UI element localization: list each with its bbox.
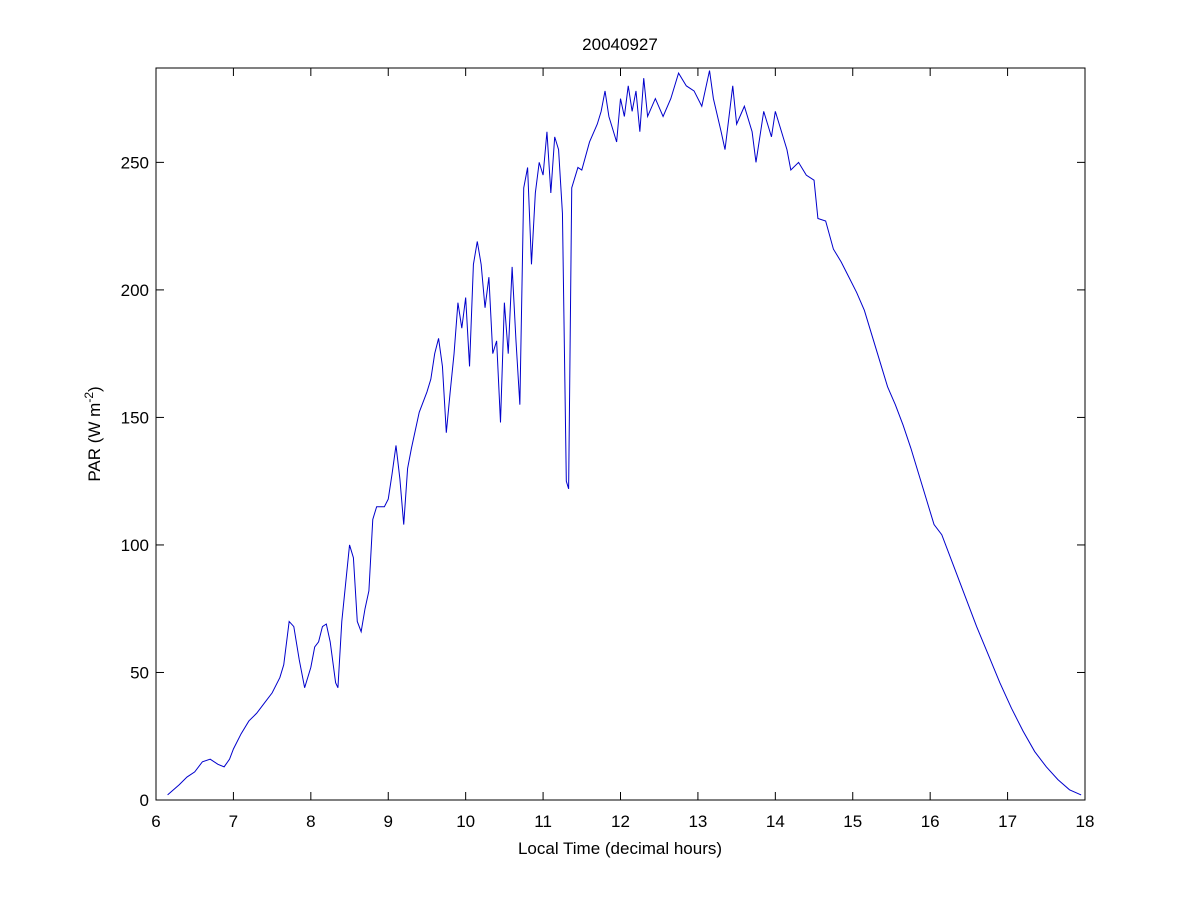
y-tick-label: 200 <box>121 281 149 300</box>
x-tick-label: 12 <box>611 812 630 831</box>
y-label-superscript: -2 <box>82 392 96 403</box>
x-axis-label: Local Time (decimal hours) <box>518 839 722 858</box>
x-tick-label: 16 <box>921 812 940 831</box>
x-tick-label: 13 <box>688 812 707 831</box>
y-tick-label: 100 <box>121 536 149 555</box>
x-tick-label: 6 <box>151 812 160 831</box>
y-tick-label: 150 <box>121 408 149 427</box>
x-tick-label: 7 <box>229 812 238 831</box>
x-tick-label: 18 <box>1076 812 1095 831</box>
y-label-end: ) <box>85 386 104 392</box>
x-tick-label: 17 <box>998 812 1017 831</box>
y-axis-label: PAR (W m-2) <box>82 386 104 481</box>
y-tick-label: 250 <box>121 153 149 172</box>
x-tick-label: 11 <box>534 812 552 831</box>
x-tick-label: 9 <box>384 812 393 831</box>
plot-frame <box>155 67 1086 801</box>
y-tick-label: 50 <box>130 663 149 682</box>
y-label-main: PAR (W m <box>85 403 104 482</box>
x-tick-label: 10 <box>456 812 475 831</box>
x-tick-label: 14 <box>766 812 785 831</box>
chart-title: 20040927 <box>582 35 658 54</box>
x-tick-label: 15 <box>843 812 862 831</box>
y-tick-label: 0 <box>140 791 149 810</box>
x-tick-label: 8 <box>306 812 315 831</box>
data-line <box>167 70 1082 796</box>
